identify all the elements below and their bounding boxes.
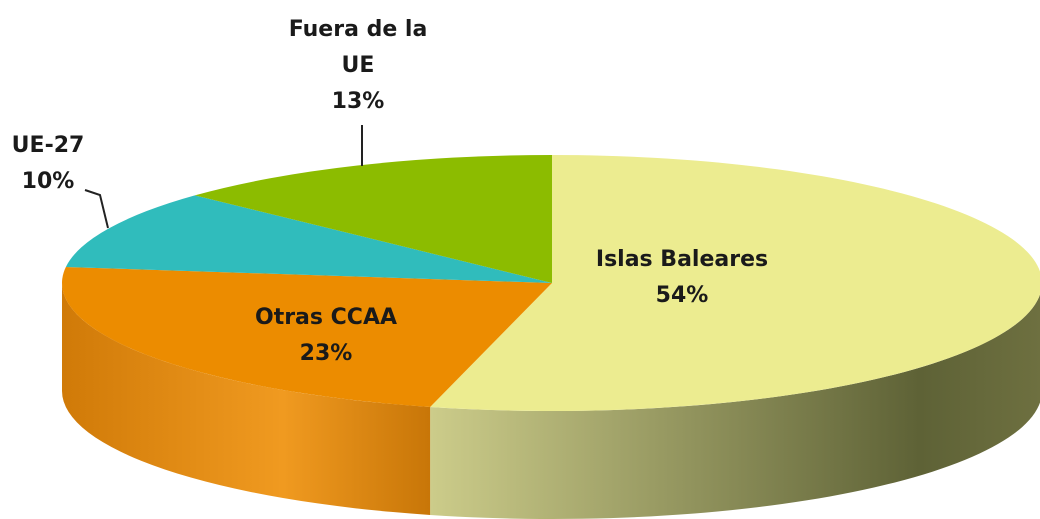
category-label: Otras CCAA [254,305,398,330]
slice-label: Fuera de la UE 13% [283,12,433,120]
category-label: Fuera de la UE [288,17,428,78]
slice-label: Islas Baleares 54% [596,242,768,314]
slice-side [430,294,1040,519]
value-label: 54% [655,283,709,308]
slice [62,266,552,407]
category-label: Islas Baleares [595,247,769,272]
value-label: 10% [21,169,75,194]
category-label: UE-27 [11,133,85,158]
slice-label: Otras CCAA 23% [255,300,397,372]
slice-side [62,283,431,515]
slice [194,155,553,283]
slice [65,195,552,283]
slice [430,155,1040,411]
slice-label: UE-27 10% [12,128,85,200]
value-label: 23% [299,341,353,366]
value-label: 13% [331,89,385,114]
leader-line [84,189,109,229]
